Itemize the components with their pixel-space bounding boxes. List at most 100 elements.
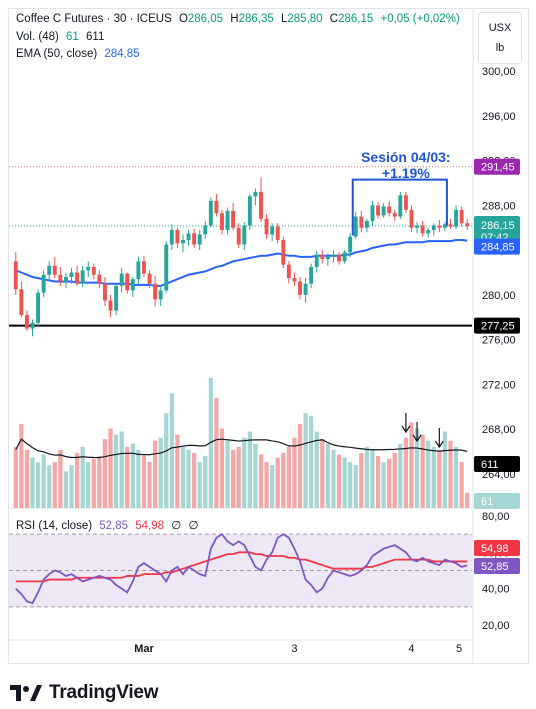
volume-bar: [186, 449, 191, 508]
candle-body: [208, 200, 213, 226]
volume-bar: [91, 459, 96, 508]
volume-bar: [52, 462, 57, 508]
candle-body: [325, 256, 330, 260]
open-label: O: [178, 13, 188, 25]
low-value: 285,80: [287, 13, 323, 25]
candle-body: [376, 205, 380, 216]
symbol-title: Coffee C Futures · 30 · ICEUS: [16, 13, 172, 25]
resistance-price-tag-bg: [474, 158, 520, 175]
rsi-value: 52,85: [99, 520, 129, 532]
volume-bar: [359, 452, 364, 508]
volume-bar: [242, 437, 247, 508]
ema-price-tag-bg: [474, 238, 520, 255]
candle-body: [387, 206, 392, 214]
currency-code: USX: [488, 22, 512, 34]
rsi-extra-2: ∅: [188, 520, 199, 532]
ema-label: EMA (50, close): [16, 48, 98, 60]
candle-body: [63, 276, 68, 282]
close-value: 286,15: [338, 13, 374, 25]
price-axis-tick: 276,00: [482, 335, 516, 347]
candle-body: [448, 224, 453, 227]
volume-bar: [180, 446, 186, 508]
rsi-ma-tag: 54,98: [481, 543, 509, 555]
candle-body: [337, 254, 341, 262]
volume-bar: [426, 440, 431, 508]
volume-bar: [258, 454, 264, 508]
volume-bar: [247, 431, 252, 508]
time-axis-tick: Mar: [134, 643, 154, 655]
volume-bar: [74, 452, 80, 508]
candle-body: [426, 229, 431, 234]
volume-bar: [41, 454, 46, 508]
candle-body: [270, 226, 275, 235]
volume-ma-line: [15, 438, 468, 459]
volume-bar: [414, 428, 420, 508]
volume-arrow-head: [412, 434, 422, 443]
volume-bar: [208, 378, 213, 508]
tradingview-logo[interactable]: TradingView: [10, 682, 159, 704]
volume-legend: Vol. (48) 61 611: [16, 31, 108, 43]
candle-body: [309, 266, 314, 284]
volume-bar: [286, 446, 291, 508]
volume-bar: [459, 462, 464, 508]
candle-body: [130, 279, 135, 291]
ema-legend: EMA (50, close) 284,85: [16, 48, 144, 60]
price-axis-tick: 280,00: [482, 290, 516, 302]
volume-bar: [69, 465, 74, 508]
ema-value: 284,85: [104, 48, 140, 60]
candle-body: [30, 322, 35, 329]
candle-body: [409, 209, 414, 228]
candle-body: [103, 283, 107, 301]
ohlc-legend: Coffee C Futures · 30 · ICEUS O286,05 H2…: [16, 13, 464, 25]
currency-unit-button[interactable]: USX lb: [478, 12, 522, 64]
volume-bar: [164, 413, 169, 508]
volume-bar: [403, 437, 409, 508]
volume-bar: [331, 449, 336, 508]
volume-bar: [63, 471, 69, 508]
currency-unit: lb: [495, 42, 505, 54]
candle-body: [186, 233, 191, 241]
tradingview-icon: [10, 685, 42, 701]
candle-body: [13, 261, 18, 290]
candle-body: [136, 261, 141, 280]
volume-bar: [152, 440, 158, 508]
candle-body: [164, 244, 169, 291]
candle-body: [108, 300, 113, 311]
volume-bar: [119, 431, 124, 508]
candle-body: [442, 224, 447, 228]
session-bracket: [351, 178, 448, 236]
candle-body: [286, 264, 291, 279]
rsi-ma-value: 54,98: [135, 520, 165, 532]
volume-bar: [264, 462, 269, 508]
candle-body: [431, 225, 436, 230]
candle-body: [281, 240, 286, 265]
volume-bar: [47, 465, 52, 508]
high-label: H: [230, 13, 239, 25]
volume-bar: [303, 413, 308, 508]
candle-body: [231, 210, 236, 228]
candle-body: [181, 240, 185, 244]
rsi-ma-tag-bg: [474, 540, 520, 556]
volume-bar: [158, 437, 163, 508]
volume-bar: [141, 454, 147, 508]
candle-body: [225, 210, 230, 230]
volume-bar: [13, 446, 18, 508]
time-axis-tick: 4: [408, 643, 414, 655]
volume-bar: [309, 416, 314, 508]
volume-last-tag-bg: [474, 493, 520, 509]
volume-bar: [275, 457, 280, 508]
price-axis-tick: 300,00: [482, 66, 516, 78]
rsi-axis-tick: 40,00: [482, 584, 510, 596]
volume-bar: [465, 492, 470, 508]
chart-frame[interactable]: [8, 8, 529, 664]
volume-bar: [431, 446, 436, 508]
low-label: L: [280, 13, 288, 25]
candle-body: [331, 254, 336, 257]
change-value: +0,05 (+0,02%): [380, 13, 460, 25]
last-price-tag: 286,15: [481, 220, 515, 232]
candle-body: [381, 206, 386, 216]
volume-bar: [281, 452, 286, 508]
candle-body: [119, 273, 124, 286]
resistance-price-tag: 291,45: [481, 162, 515, 174]
